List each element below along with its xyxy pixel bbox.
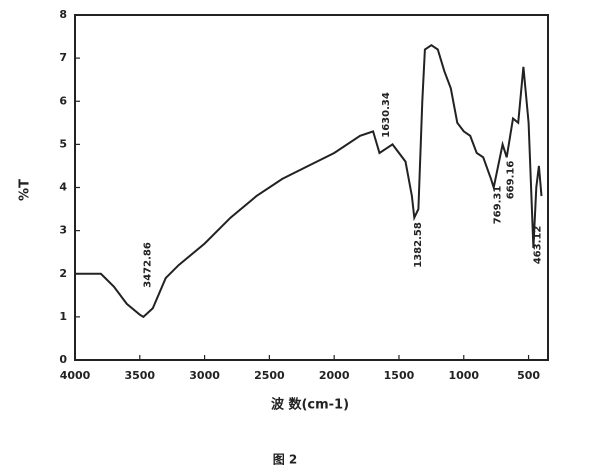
y-tick-label: 1	[59, 310, 67, 323]
x-tick-label: 3500	[124, 369, 155, 382]
plot-frame	[74, 14, 549, 361]
peak-annotation: 1382.58	[413, 222, 424, 268]
y-tick-label: 3	[59, 224, 67, 237]
y-tick-label: 8	[59, 8, 67, 21]
x-axis-label: 波 数(cm-1)	[271, 397, 349, 413]
y-tick-label: 2	[59, 267, 67, 280]
y-tick-label: 7	[59, 51, 67, 64]
x-tick-label: 3000	[189, 369, 220, 382]
peak-annotation: 669.16	[506, 161, 517, 200]
peak-annotation: 769.31	[493, 186, 504, 225]
y-tick-label: 4	[59, 181, 67, 194]
x-tick-label: 4000	[60, 369, 91, 382]
x-tick-label: 2500	[254, 369, 285, 382]
peak-annotation: 1630.34	[381, 92, 392, 138]
y-tick-label: 0	[59, 353, 67, 366]
y-tick-label: 5	[59, 137, 67, 150]
spectrum-line	[75, 43, 543, 319]
x-tick-label: 1500	[384, 369, 415, 382]
y-tick-label: 6	[59, 94, 67, 107]
peak-annotation: 3472.86	[142, 242, 153, 288]
caption: 图 2	[273, 453, 298, 467]
x-tick-label: 500	[517, 369, 540, 382]
x-tick-label: 1000	[448, 369, 479, 382]
peak-annotation: 463.12	[532, 226, 543, 265]
y-axis-label: %T	[18, 179, 33, 201]
x-tick-label: 2000	[319, 369, 350, 382]
